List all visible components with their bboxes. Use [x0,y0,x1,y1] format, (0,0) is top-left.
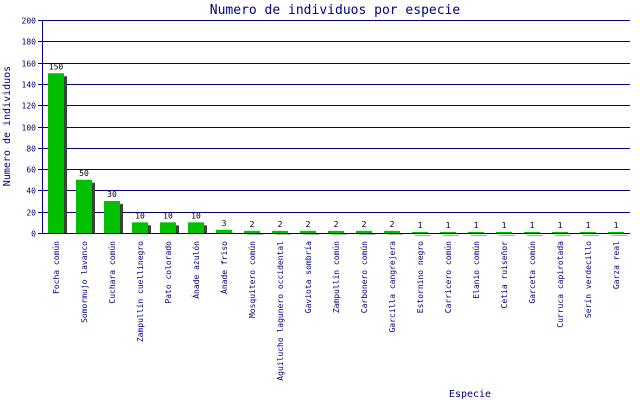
value-label: 50 [79,169,89,178]
bar [580,231,596,233]
value-label: 2 [306,220,311,229]
bar [48,73,64,233]
bar [524,231,540,233]
value-label: 1 [418,221,423,230]
bar-shadow [583,234,599,236]
bars [48,73,627,236]
bar-shadow [555,234,571,236]
category-label: Serín verdecillo [584,241,593,318]
category-label: Aguilucho lagunero occidental [276,241,285,381]
bar [468,231,484,233]
category-label: Zampullín común [332,241,341,313]
bar [440,231,456,233]
value-label: 1 [614,221,619,230]
bar-shadow [275,233,291,235]
category-label: Estornino negro [416,241,425,313]
value-label: 10 [163,211,173,220]
bar [328,230,344,233]
value-label: 10 [135,211,145,220]
bar-shadow [387,233,403,235]
value-label: 30 [107,190,117,199]
value-label: 10 [191,211,201,220]
bar [384,230,400,233]
bar [412,231,428,233]
bar [496,231,512,233]
value-label: 2 [362,220,367,229]
value-label: 150 [49,62,64,71]
category-label: Ánade azulón [190,241,201,299]
bar [216,229,232,233]
category-label: Cuchara común [108,241,117,304]
bar [608,231,624,233]
value-label: 3 [222,219,227,228]
y-tick-label: 40 [26,187,36,196]
x-axis-label: Especie [449,389,491,400]
bar [300,230,316,233]
value-label: 1 [530,221,535,230]
value-label: 2 [390,220,395,229]
category-label: Pato colorado [164,241,173,304]
category-label: Curruca capirotada [556,241,565,328]
y-tick-label: 160 [22,60,37,69]
category-label: Gaviota sombría [304,241,313,313]
y-tick-label: 120 [22,102,37,111]
bar-shadow [611,234,627,236]
value-label: 2 [278,220,283,229]
bar [356,230,372,233]
category-label: Focha común [52,241,61,294]
category-label: Carbonero común [360,241,369,313]
y-axis-label: Numero de individuos [2,66,13,186]
bar [160,222,176,233]
category-label: Elanio común [472,241,481,299]
bar-shadow [359,233,375,235]
category-label: Garcilla cangrejera [388,241,397,333]
y-tick-label: 140 [22,81,37,90]
chart-title: Numero de individuos por especie [210,3,461,18]
category-label: Zampullín cuellinegro [136,241,145,342]
value-label: 1 [558,221,563,230]
value-label: 2 [250,220,255,229]
bar [188,222,204,233]
bar-shadow [247,233,263,235]
category-label: Garceta común [528,241,537,304]
value-label: 1 [502,221,507,230]
y-tick-label: 60 [26,166,36,175]
y-tick-label: 20 [26,209,36,218]
category-label: Somormujo lavanco [80,241,89,323]
y-tick-label: 180 [22,38,37,47]
y-tick-label: 0 [31,230,36,239]
bar [76,179,92,233]
category-label: Garza real [612,241,621,289]
axes [38,20,630,234]
bar [552,231,568,233]
bar [244,230,260,233]
bar-shadow [303,233,319,235]
bar-shadow [331,233,347,235]
value-label: 2 [334,220,339,229]
value-label: 1 [446,221,451,230]
category-label: Carricero común [444,241,453,313]
y-tick-label: 100 [22,124,37,133]
category-label: Cetia ruiseñor [500,241,509,309]
bar [272,230,288,233]
grid-lines [42,20,630,234]
bar-shadow [415,234,431,236]
category-label: Mosquitero común [248,241,257,318]
value-label: 1 [474,221,479,230]
value-label: 1 [586,221,591,230]
y-tick-label: 200 [22,17,37,26]
category-label: Ánade friso [218,241,229,294]
bar-shadow [527,234,543,236]
bar-shadow [471,234,487,236]
bar [132,222,148,233]
bar-shadow [499,234,515,236]
bar [104,201,120,233]
bar-shadow [443,234,459,236]
y-tick-label: 80 [26,145,36,154]
